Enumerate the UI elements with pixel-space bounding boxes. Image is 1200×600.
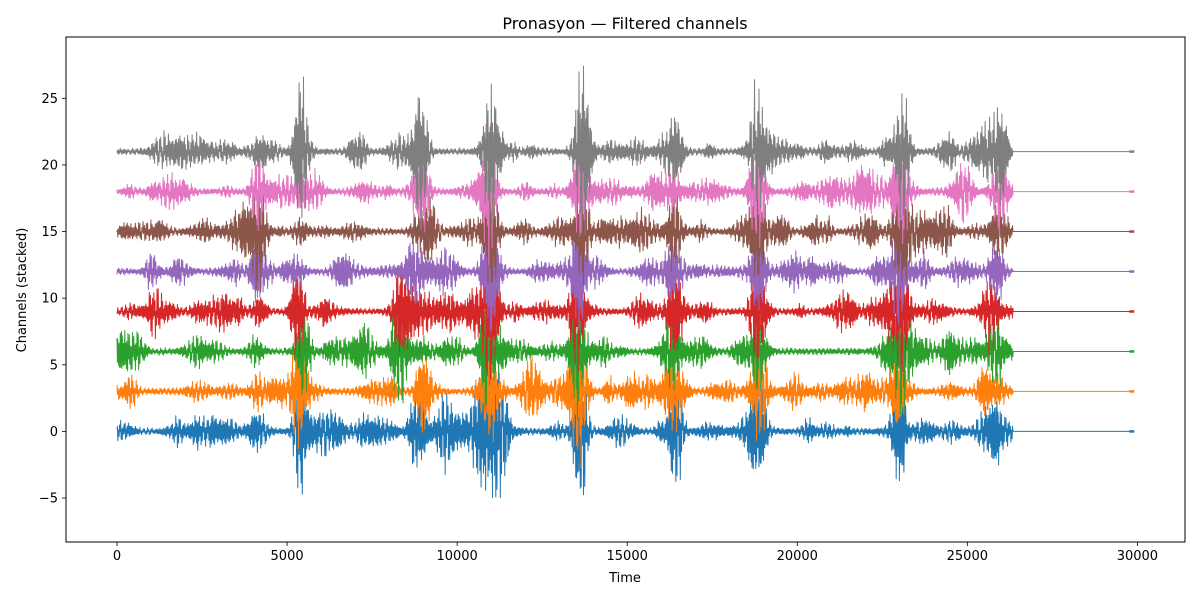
x-tick-label: 20000 [777, 549, 818, 564]
x-axis-label: Time [608, 571, 641, 586]
series-line-7 [116, 123, 1133, 266]
chart-title: Pronasyon — Filtered channels [502, 14, 747, 33]
plot-frame [65, 36, 1186, 543]
series-line-6 [116, 176, 1133, 293]
series-line-8 [116, 65, 1133, 238]
y-tick-label: 25 [41, 92, 58, 107]
series-line-3 [116, 282, 1133, 420]
x-tick-label: 15000 [607, 549, 648, 564]
x-tick-label: 5000 [271, 549, 304, 564]
y-tick-label: 5 [50, 358, 58, 373]
y-tick-label: 10 [41, 292, 58, 307]
series-line-1 [116, 360, 1133, 499]
series-layer [116, 65, 1135, 499]
y-tick-label: −5 [39, 492, 58, 507]
y-tick-label: 20 [41, 158, 58, 173]
y-tick-label: 0 [50, 425, 58, 440]
x-tick-label: 0 [113, 549, 121, 564]
x-axis: 0 5000 10000 15000 20000 25000 30000 [113, 542, 1158, 564]
x-tick-label: 10000 [436, 549, 477, 564]
y-tick-label: 15 [41, 225, 58, 240]
series-line-2 [116, 323, 1133, 469]
x-tick-label: 25000 [947, 549, 988, 564]
series-line-4 [116, 235, 1133, 381]
series-line-5 [116, 206, 1133, 332]
y-axis-label: Channels (stacked) [15, 228, 30, 353]
x-tick-label: 30000 [1117, 549, 1158, 564]
y-axis: −5 0 5 10 15 20 25 [39, 92, 66, 507]
